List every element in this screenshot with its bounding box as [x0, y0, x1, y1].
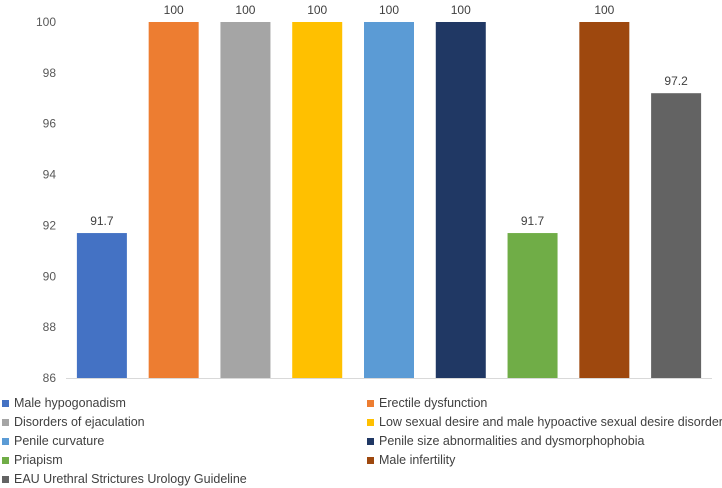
- data-label: 100: [164, 3, 184, 17]
- bar: [579, 22, 630, 378]
- y-tick-label: 92: [43, 218, 57, 232]
- legend-item: Priapism: [2, 451, 63, 469]
- legend-label: Male infertility: [379, 453, 456, 467]
- y-axis: 86 88 90 92 94 96 98 100: [36, 15, 56, 385]
- legend-swatch: [367, 437, 374, 445]
- legend-swatch: [2, 475, 9, 483]
- legend-label: Erectile dysfunction: [379, 396, 488, 410]
- y-tick-label: 100: [36, 15, 56, 29]
- bar: [364, 22, 414, 378]
- legend-item: Erectile dysfunction: [367, 394, 487, 412]
- legend-label: Penile size abnormalities and dysmorphop…: [379, 434, 645, 448]
- bar: [148, 22, 199, 378]
- legend-swatch: [2, 437, 9, 445]
- legend-swatch: [2, 456, 9, 464]
- data-label: 91.7: [90, 214, 114, 228]
- bar: [76, 233, 127, 378]
- legend-label: Priapism: [14, 453, 63, 467]
- bar: [220, 22, 271, 378]
- legend-item: Male infertility: [367, 451, 455, 469]
- legend: Male hypogonadism Erectile dysfunction Dis…: [0, 392, 722, 488]
- legend-swatch: [367, 456, 374, 464]
- legend-label: Male hypogonadism: [14, 396, 126, 410]
- data-label: 100: [307, 3, 327, 17]
- legend-item: Male hypogonadism: [2, 394, 126, 412]
- bar: [651, 93, 702, 378]
- legend-swatch: [2, 418, 9, 426]
- legend-item: Disorders of ejaculation: [2, 413, 145, 431]
- bars: [76, 22, 702, 378]
- data-label: 91.7: [521, 214, 545, 228]
- data-label: 100: [594, 3, 614, 17]
- legend-swatch: [2, 399, 9, 407]
- legend-item: Penile curvature: [2, 432, 104, 450]
- y-tick-label: 96: [43, 117, 57, 131]
- data-label: 97.2: [664, 74, 688, 88]
- data-label: 100: [235, 3, 255, 17]
- y-tick-label: 86: [43, 371, 57, 385]
- legend-swatch: [367, 399, 374, 407]
- data-label: 100: [451, 3, 471, 17]
- data-labels: 91.7 100 100 100 100 100 91.7 100 97.2: [90, 3, 688, 228]
- legend-label: Low sexual desire and male hypoactive se…: [379, 415, 722, 429]
- legend-label: Penile curvature: [14, 434, 105, 448]
- y-tick-label: 98: [43, 66, 57, 80]
- data-label: 100: [379, 3, 399, 17]
- y-tick-label: 90: [43, 269, 57, 283]
- legend-item: Low sexual desire and male hypoactive se…: [367, 413, 722, 431]
- legend-item: Penile size abnormalities and dysmorphop…: [367, 432, 644, 450]
- legend-item: EAU Urethral Strictures Urology Guidelin…: [2, 470, 247, 488]
- bar: [507, 233, 558, 378]
- y-tick-label: 94: [43, 168, 57, 182]
- bar: [292, 22, 343, 378]
- legend-label: Disorders of ejaculation: [14, 415, 145, 429]
- legend-swatch: [367, 418, 374, 426]
- legend-label: EAU Urethral Strictures Urology Guidelin…: [14, 472, 247, 486]
- y-tick-label: 88: [43, 320, 57, 334]
- bar: [435, 22, 486, 378]
